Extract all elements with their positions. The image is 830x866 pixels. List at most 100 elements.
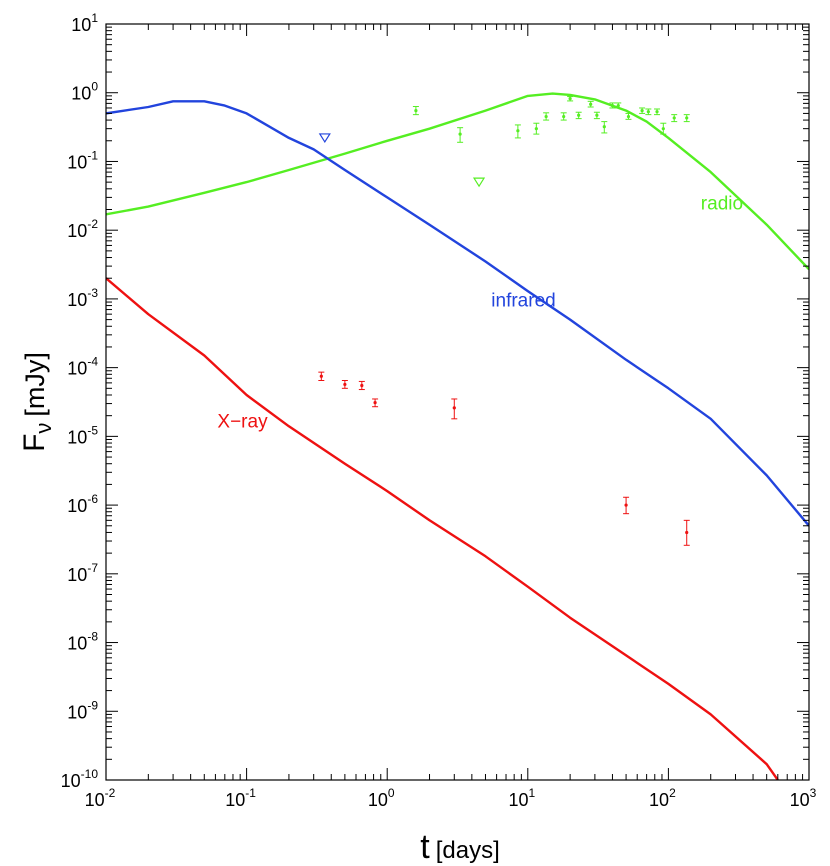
infrared-series-label: infrared bbox=[491, 290, 555, 311]
y-tick-label: 10-6 bbox=[67, 492, 98, 516]
x-tick-exp: 1 bbox=[528, 786, 535, 800]
x-tick-base: 10 bbox=[649, 790, 669, 810]
radio-model-curve bbox=[106, 92, 809, 271]
x-tick-exp: 3 bbox=[810, 786, 817, 800]
y-tick-label: 101 bbox=[71, 11, 98, 35]
y-tick-label: 10-9 bbox=[67, 698, 98, 722]
radio-data-point bbox=[577, 113, 581, 117]
radio-data-point bbox=[655, 110, 659, 114]
infrared-model-curve bbox=[106, 100, 809, 527]
series-labels: radio infrared X−ray bbox=[217, 193, 743, 432]
y-tick-exp: -3 bbox=[87, 286, 98, 300]
x-ray-data-point bbox=[685, 530, 689, 535]
x-tick-base: 10 bbox=[85, 790, 105, 810]
radio-data-point bbox=[568, 97, 572, 101]
y-tick-exp: -9 bbox=[87, 698, 98, 712]
x-tick-label: 101 bbox=[508, 786, 535, 810]
x-tick-exp: 0 bbox=[388, 786, 395, 800]
y-axis-symbol: F bbox=[18, 434, 51, 452]
x-tick-label: 10-2 bbox=[85, 786, 116, 810]
radio-data-point bbox=[516, 129, 520, 133]
radio-data-point bbox=[646, 110, 650, 114]
y-tick-label: 10-8 bbox=[67, 630, 98, 654]
y-axis-ticks: 10110010-110-210-310-410-510-610-710-810… bbox=[61, 11, 809, 791]
radio-data-point bbox=[672, 116, 676, 120]
radio-upper-limit-marker bbox=[472, 177, 486, 188]
y-tick-exp: 0 bbox=[91, 80, 98, 94]
y-tick-base: 10 bbox=[67, 427, 87, 447]
x-ray-series-label: X−ray bbox=[217, 411, 268, 432]
y-tick-label: 10-5 bbox=[67, 423, 98, 447]
x-ray-data-point bbox=[373, 400, 377, 405]
y-tick-label: 100 bbox=[71, 80, 98, 104]
radio-data-point bbox=[458, 132, 462, 136]
radio-series-label: radio bbox=[701, 193, 743, 214]
x-tick-base: 10 bbox=[225, 790, 245, 810]
x-tick-label: 102 bbox=[649, 786, 676, 810]
x-tick-exp: -2 bbox=[105, 786, 116, 800]
y-tick-base: 10 bbox=[67, 359, 87, 379]
x-tick-base: 10 bbox=[508, 790, 528, 810]
y-tick-exp: -5 bbox=[87, 423, 98, 437]
infrared-upper-limit-marker bbox=[318, 133, 331, 144]
x-axis-unit: [days] bbox=[436, 837, 500, 864]
y-tick-base: 10 bbox=[71, 84, 91, 104]
x-tick-label: 10-1 bbox=[225, 786, 256, 810]
radio-data-point bbox=[640, 108, 644, 113]
radio-data-point bbox=[595, 113, 599, 117]
y-tick-base: 10 bbox=[67, 152, 87, 172]
x-tick-label: 100 bbox=[368, 786, 395, 810]
x-axis-ticks: 10-2 10-1 100 101 102 103 bbox=[85, 24, 817, 810]
y-tick-label: 10-7 bbox=[67, 561, 98, 585]
y-tick-base: 10 bbox=[67, 702, 87, 722]
radio-data-point bbox=[544, 114, 548, 119]
y-tick-label: 10-3 bbox=[67, 286, 98, 310]
x-ray-data-point bbox=[343, 382, 347, 387]
y-tick-base: 10 bbox=[67, 634, 87, 654]
y-tick-base: 10 bbox=[67, 496, 87, 516]
y-tick-base: 10 bbox=[61, 771, 81, 791]
y-tick-exp: -6 bbox=[87, 492, 98, 506]
radio-data-point bbox=[589, 102, 593, 106]
y-tick-exp: -4 bbox=[87, 355, 98, 369]
x-ray-data-point bbox=[360, 383, 364, 388]
y-tick-label: 10-4 bbox=[67, 355, 98, 379]
x-axis-title: t [days] bbox=[420, 828, 499, 866]
y-tick-base: 10 bbox=[71, 15, 91, 35]
x-tick-exp: -1 bbox=[245, 786, 256, 800]
y-tick-label: 10-10 bbox=[61, 767, 99, 791]
y-axis-title: Fν [mJy] bbox=[18, 352, 56, 452]
radio-data-point bbox=[562, 114, 566, 119]
radio-data-point bbox=[610, 103, 615, 108]
radio-data-point bbox=[534, 127, 538, 131]
y-tick-exp: -1 bbox=[87, 148, 98, 162]
x-ray-data-point bbox=[319, 374, 323, 378]
y-axis-unit: [mJy] bbox=[20, 352, 50, 417]
x-tick-label: 103 bbox=[790, 786, 817, 810]
radio-data-point bbox=[602, 125, 606, 129]
y-tick-exp: -8 bbox=[87, 630, 98, 644]
radio-data-point bbox=[414, 108, 418, 113]
x-ray-data-point bbox=[624, 503, 628, 507]
series-curves bbox=[106, 92, 809, 780]
radio-data-point bbox=[661, 127, 665, 131]
x-ray-model-curve bbox=[106, 277, 779, 780]
y-tick-exp: 1 bbox=[91, 11, 98, 25]
y-tick-exp: -7 bbox=[87, 561, 98, 575]
x-tick-base: 10 bbox=[790, 790, 810, 810]
radio-data-point bbox=[616, 103, 620, 108]
x-tick-exp: 2 bbox=[669, 786, 676, 800]
x-axis-symbol: t bbox=[420, 828, 430, 866]
y-tick-base: 10 bbox=[67, 290, 87, 310]
y-tick-exp: -2 bbox=[87, 217, 98, 231]
y-axis-subscript: ν bbox=[31, 423, 56, 434]
plot-frame bbox=[105, 23, 810, 781]
y-tick-exp: -10 bbox=[81, 767, 99, 781]
x-ray-data-point bbox=[452, 406, 456, 410]
y-tick-label: 10-1 bbox=[67, 148, 98, 172]
y-tick-label: 10-2 bbox=[67, 217, 98, 241]
y-tick-base: 10 bbox=[67, 221, 87, 241]
radio-data-point bbox=[685, 116, 689, 120]
radio-data-point bbox=[626, 114, 631, 119]
